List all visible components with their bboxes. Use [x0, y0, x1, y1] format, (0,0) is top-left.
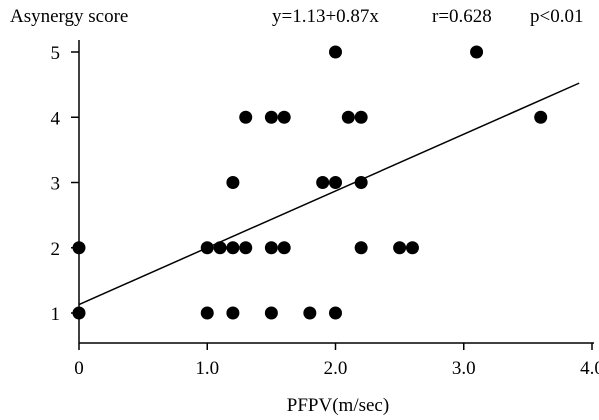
- x-axis-ticks: 0 1.0 2.0 3.0 4.0: [74, 343, 599, 379]
- data-points: [72, 45, 548, 320]
- p-value: p<0.01: [530, 6, 583, 27]
- data-point: [213, 241, 227, 255]
- x-tick-label: 4.0: [580, 358, 599, 379]
- y-tick-label: 1: [51, 304, 61, 325]
- data-point: [303, 306, 317, 320]
- data-point: [354, 110, 368, 124]
- data-point: [329, 45, 342, 59]
- x-tick-label: 2.0: [324, 358, 348, 379]
- data-point: [72, 306, 86, 320]
- data-point: [277, 241, 291, 255]
- regression-equation: y=1.13+0.87x: [272, 6, 379, 27]
- correlation-coefficient: r=0.628: [432, 6, 492, 27]
- data-point: [534, 110, 548, 124]
- x-axis-title: PFPV(m/sec): [287, 395, 389, 416]
- y-tick-label: 2: [51, 239, 61, 260]
- data-point: [329, 306, 342, 320]
- x-tick-label: 3.0: [452, 358, 476, 379]
- data-point: [393, 241, 407, 255]
- data-point: [200, 306, 214, 320]
- x-tick-label: 1.0: [195, 358, 219, 379]
- data-point: [264, 306, 278, 320]
- y-axis-title: Asynergy score: [10, 6, 128, 27]
- data-point: [470, 45, 484, 59]
- data-point: [239, 110, 253, 124]
- regression-line-group: [78, 82, 580, 306]
- data-point: [329, 176, 342, 189]
- data-point: [226, 176, 240, 189]
- data-point: [226, 306, 240, 320]
- y-axis-ticks: 1 2 3 4 5: [51, 43, 79, 325]
- data-point: [354, 241, 368, 255]
- data-point: [239, 241, 253, 255]
- data-point: [226, 241, 240, 255]
- data-point: [264, 110, 278, 124]
- data-point: [200, 241, 214, 255]
- y-tick-label: 3: [51, 174, 61, 195]
- data-point: [316, 176, 330, 189]
- data-point: [72, 241, 86, 255]
- x-tick-label: 0: [74, 358, 84, 379]
- data-point: [264, 241, 278, 255]
- y-tick-label: 4: [51, 108, 61, 129]
- data-point: [405, 241, 419, 255]
- y-tick-label: 5: [51, 43, 61, 64]
- data-point: [341, 110, 355, 124]
- data-point: [277, 110, 291, 124]
- regression-line: [78, 82, 580, 306]
- axes: [78, 40, 594, 344]
- data-point: [354, 176, 368, 189]
